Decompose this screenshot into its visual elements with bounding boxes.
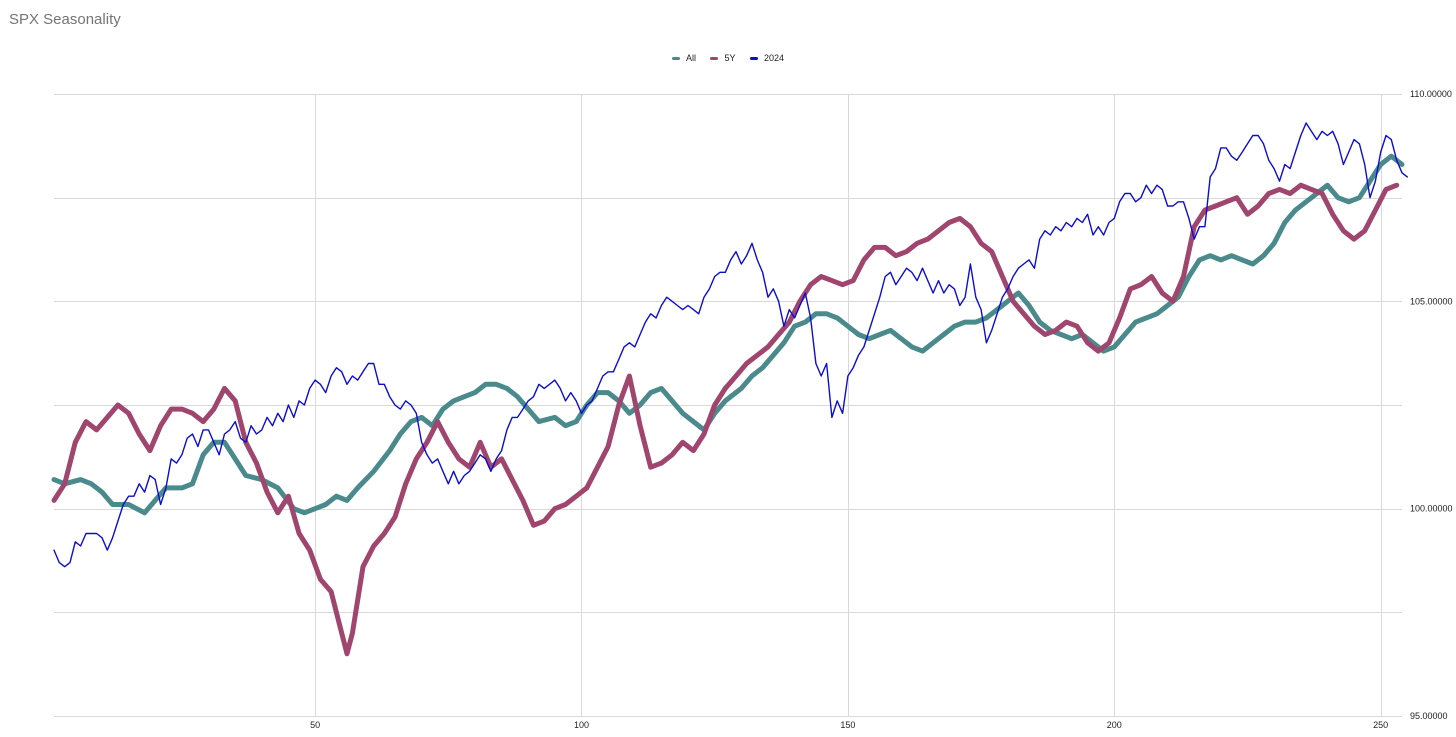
grid [54, 94, 1402, 717]
series-line-2024 [53, 122, 1408, 568]
legend-item-2024[interactable]: 2024 [750, 53, 784, 63]
legend-label-2024: 2024 [764, 52, 785, 63]
legend-swatch-5y [710, 56, 719, 60]
legend-item-all[interactable]: All [671, 52, 696, 63]
x-tick-label: 150 [840, 720, 855, 730]
legend-item-5y[interactable]: 5Y [710, 52, 736, 63]
x-tick-label: 50 [310, 720, 320, 730]
series-line-all [51, 153, 1405, 516]
legend-label-all: All [685, 52, 696, 63]
y-tick-label: 95.00000 [1410, 711, 1448, 721]
x-tick-label: 200 [1107, 720, 1122, 730]
x-tick-label: 250 [1373, 720, 1388, 730]
y-tick-label: 105.00000 [1410, 296, 1453, 306]
y-tick-label: 100.00000 [1410, 504, 1453, 514]
legend: All 5Y 2024 [0, 52, 1456, 63]
series-lines [51, 122, 1408, 657]
legend-swatch-all [671, 56, 680, 60]
legend-label-5y: 5Y [724, 52, 736, 63]
chart-title: SPX Seasonality [9, 11, 121, 28]
tick-labels: 95.00000 100.00000 105.00000 110.00000 50 100… [310, 89, 1452, 730]
y-tick-label: 110.00000 [1410, 89, 1452, 99]
series-line-5y [51, 182, 1400, 657]
x-tick-label: 100 [574, 720, 589, 730]
legend-swatch-2024 [750, 56, 759, 60]
